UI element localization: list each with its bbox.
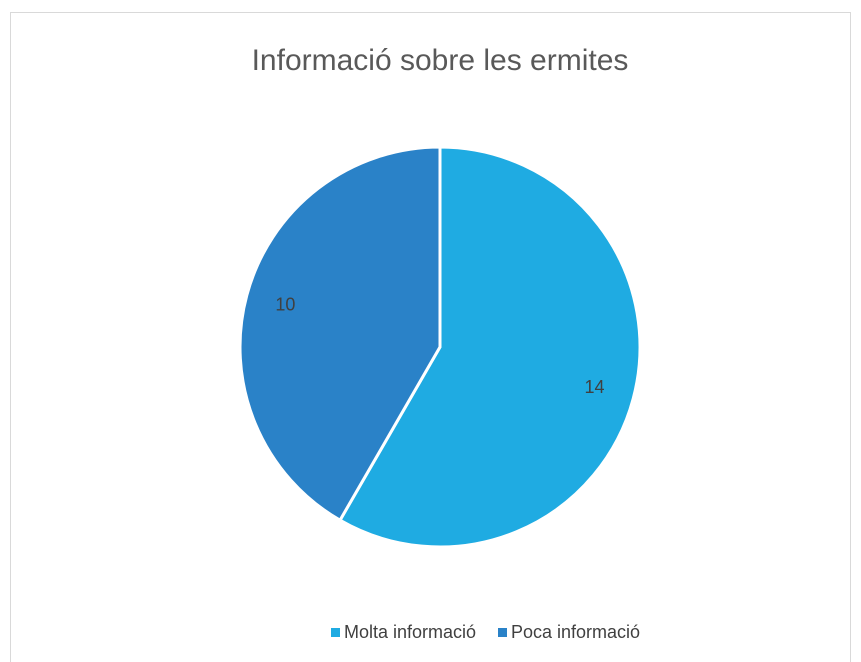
pie-slice: [238, 145, 442, 523]
data-label: 10: [275, 294, 295, 314]
chart-title: Informació sobre les ermites: [252, 44, 629, 77]
legend-label: Molta informació: [344, 622, 476, 642]
legend-swatch: [331, 628, 340, 637]
data-label: 14: [585, 377, 605, 397]
legend-label: Poca informació: [511, 622, 640, 642]
legend-swatch: [498, 628, 507, 637]
pie-slice: [337, 145, 642, 549]
